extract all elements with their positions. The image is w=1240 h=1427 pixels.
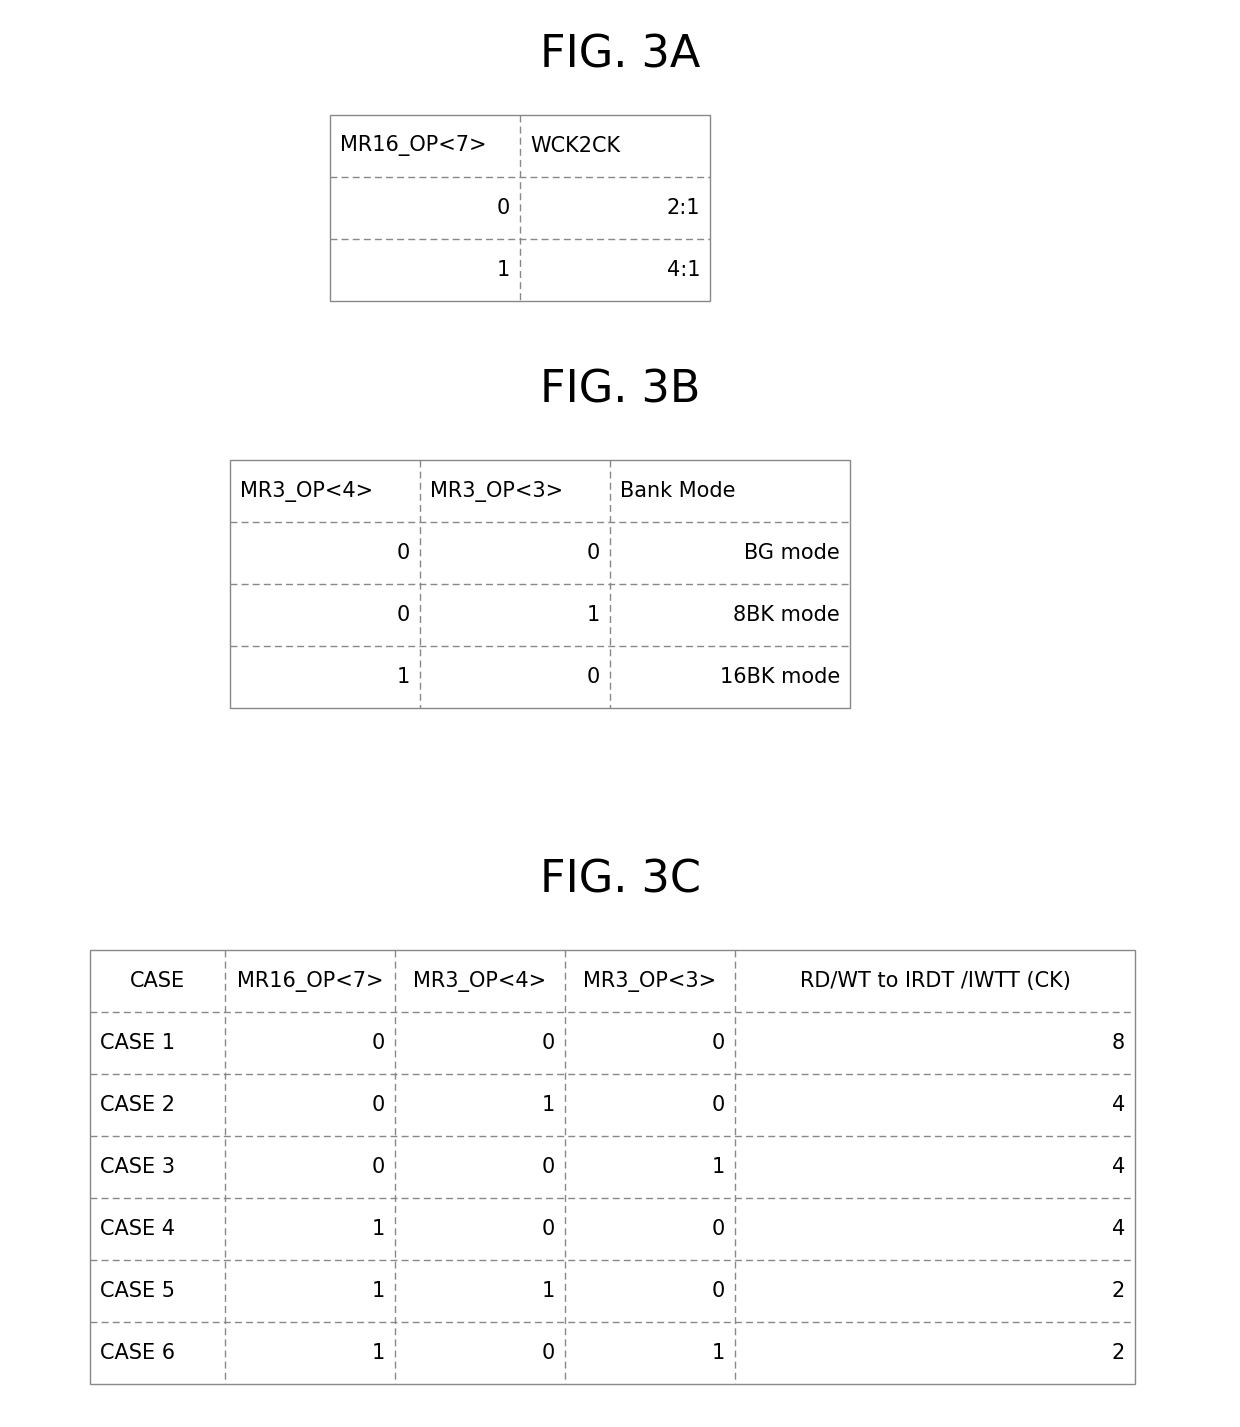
Text: MR3_OP<4>: MR3_OP<4> <box>241 481 373 501</box>
Text: 4: 4 <box>1112 1095 1125 1114</box>
Text: MR3_OP<4>: MR3_OP<4> <box>413 970 547 992</box>
Text: 0: 0 <box>587 666 600 686</box>
Text: 4: 4 <box>1112 1219 1125 1239</box>
Text: CASE 5: CASE 5 <box>100 1281 175 1301</box>
Text: 1: 1 <box>372 1343 384 1363</box>
Text: 0: 0 <box>712 1095 725 1114</box>
Text: 8BK mode: 8BK mode <box>733 605 839 625</box>
Text: 2: 2 <box>1112 1343 1125 1363</box>
Text: BG mode: BG mode <box>744 544 839 564</box>
Text: CASE: CASE <box>130 970 185 990</box>
Text: 0: 0 <box>497 198 510 218</box>
Text: 2:1: 2:1 <box>667 198 701 218</box>
Text: MR16_OP<7>: MR16_OP<7> <box>340 136 486 157</box>
Text: 0: 0 <box>372 1157 384 1177</box>
Text: 1: 1 <box>712 1343 725 1363</box>
Text: CASE 4: CASE 4 <box>100 1219 175 1239</box>
Text: MR3_OP<3>: MR3_OP<3> <box>584 970 717 992</box>
Bar <box>330 116 711 301</box>
Text: CASE 1: CASE 1 <box>100 1033 175 1053</box>
Text: CASE 2: CASE 2 <box>100 1095 175 1114</box>
Text: 1: 1 <box>372 1219 384 1239</box>
Text: 4: 4 <box>1112 1157 1125 1177</box>
Text: 1: 1 <box>372 1281 384 1301</box>
Text: 1: 1 <box>397 666 410 686</box>
Bar <box>91 950 1135 1384</box>
Text: 0: 0 <box>542 1157 556 1177</box>
Text: 4:1: 4:1 <box>667 260 701 280</box>
Text: 0: 0 <box>397 605 410 625</box>
Text: 0: 0 <box>542 1033 556 1053</box>
Text: MR3_OP<3>: MR3_OP<3> <box>430 481 563 501</box>
Text: 1: 1 <box>587 605 600 625</box>
Text: 0: 0 <box>712 1219 725 1239</box>
Text: 8: 8 <box>1112 1033 1125 1053</box>
Text: 16BK mode: 16BK mode <box>719 666 839 686</box>
Text: 0: 0 <box>372 1033 384 1053</box>
Text: 2: 2 <box>1112 1281 1125 1301</box>
Text: FIG. 3B: FIG. 3B <box>539 368 701 411</box>
Text: 0: 0 <box>542 1219 556 1239</box>
Text: FIG. 3C: FIG. 3C <box>539 859 701 902</box>
Text: RD/WT to IRDT /IWTT (CK): RD/WT to IRDT /IWTT (CK) <box>800 970 1070 990</box>
Text: Bank Mode: Bank Mode <box>620 481 735 501</box>
Text: 0: 0 <box>712 1033 725 1053</box>
Text: CASE 6: CASE 6 <box>100 1343 175 1363</box>
Bar <box>229 459 849 708</box>
Text: 0: 0 <box>542 1343 556 1363</box>
Text: 0: 0 <box>372 1095 384 1114</box>
Text: 1: 1 <box>542 1095 556 1114</box>
Text: 0: 0 <box>587 544 600 564</box>
Text: 1: 1 <box>497 260 510 280</box>
Text: MR16_OP<7>: MR16_OP<7> <box>237 970 383 992</box>
Text: 1: 1 <box>712 1157 725 1177</box>
Text: 0: 0 <box>397 544 410 564</box>
Text: CASE 3: CASE 3 <box>100 1157 175 1177</box>
Text: 0: 0 <box>712 1281 725 1301</box>
Text: FIG. 3A: FIG. 3A <box>539 33 701 77</box>
Text: 1: 1 <box>542 1281 556 1301</box>
Text: WCK2CK: WCK2CK <box>529 136 620 156</box>
